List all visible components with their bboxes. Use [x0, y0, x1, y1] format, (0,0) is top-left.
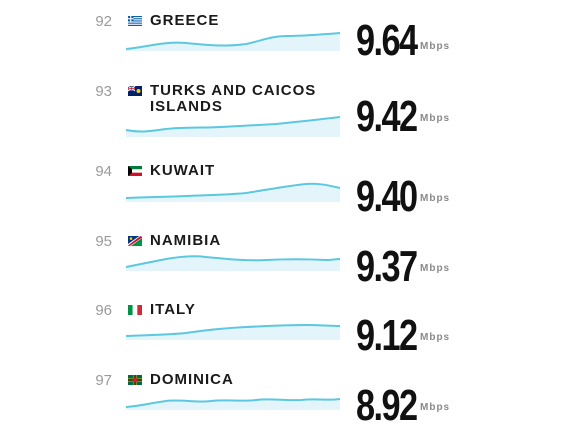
greece-flag-icon: [128, 16, 142, 26]
speed-unit: Mbps: [420, 41, 451, 52]
rank-number: 96: [95, 302, 112, 319]
rank-number: 94: [95, 163, 112, 180]
italy-flag-icon: [128, 305, 142, 315]
country-name: GREECE: [150, 12, 220, 29]
speed-unit: Mbps: [420, 263, 451, 274]
speed-trend-sparkline: [126, 323, 340, 340]
speed-trend-sparkline: [126, 255, 340, 271]
kuwait-flag-icon: [128, 166, 142, 176]
rank-number: 92: [95, 13, 112, 30]
list-item: 95 NAMIBIA 9.37 Mbps: [0, 233, 570, 303]
speed-unit: Mbps: [420, 402, 451, 413]
country-name: NAMIBIA: [150, 232, 222, 249]
list-item: 92 GREECE 9.64 Mbps: [0, 13, 570, 83]
list-item: 93 TURKS AND CAICOS ISLANDS 9.42 Mbps: [0, 83, 570, 153]
country-name: DOMINICA: [150, 371, 234, 388]
rank-number: 97: [95, 372, 112, 389]
dominica-flag-icon: [128, 375, 142, 385]
list-item: 97 DOMINICA 8.92 Mbps: [0, 372, 570, 442]
speed-value: 8.92: [356, 381, 418, 430]
speed-value: 9.40: [356, 172, 418, 221]
speed-value: 9.64: [356, 16, 418, 65]
speed-unit: Mbps: [420, 113, 451, 124]
rank-number: 95: [95, 233, 112, 250]
list-item: 94 KUWAIT 9.40 Mbps: [0, 163, 570, 233]
speed-trend-sparkline: [126, 398, 340, 410]
list-item: 96 ITALY 9.12 Mbps: [0, 302, 570, 372]
country-name: TURKS AND CAICOS ISLANDS: [150, 82, 317, 115]
speed-unit: Mbps: [420, 332, 451, 343]
speed-unit: Mbps: [420, 193, 451, 204]
country-name: ITALY: [150, 301, 196, 318]
turks-and-caicos-flag-icon: [128, 86, 142, 96]
speed-trend-sparkline: [126, 32, 340, 51]
rank-number: 93: [95, 83, 112, 100]
speed-trend-sparkline: [126, 116, 340, 137]
speed-trend-sparkline: [126, 182, 340, 202]
speed-value: 9.37: [356, 242, 418, 291]
speed-value: 9.12: [356, 311, 418, 360]
speed-value: 9.42: [356, 92, 418, 141]
namibia-flag-icon: [128, 236, 142, 246]
country-name: KUWAIT: [150, 162, 216, 179]
